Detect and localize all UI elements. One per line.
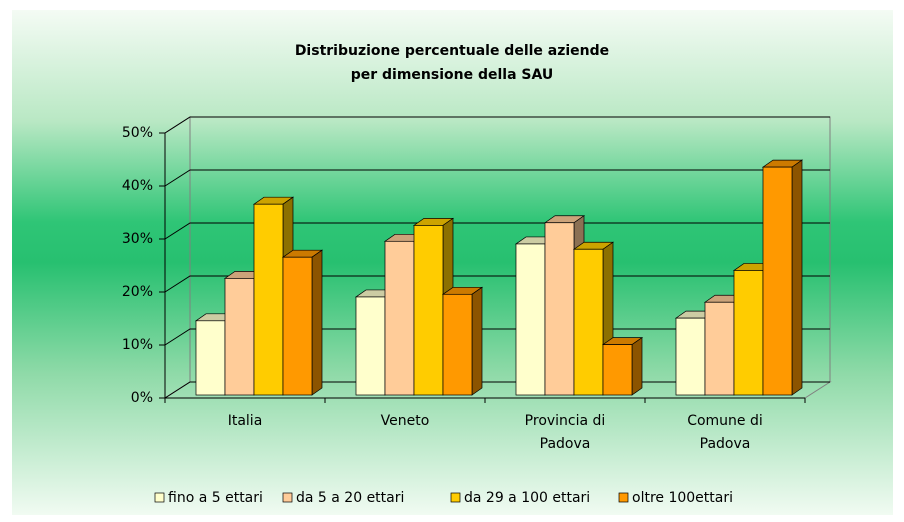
bar-front: [544, 222, 575, 396]
legend-label: da 5 a 20 ettari: [296, 490, 404, 506]
y-tick-label: 0%: [131, 390, 153, 406]
bar-front: [384, 240, 415, 396]
legend-swatch: [618, 492, 629, 503]
y-tick-label: 50%: [122, 125, 153, 141]
legend-swatch: [154, 492, 165, 503]
y-tick-label: 20%: [122, 284, 153, 300]
y-tick-label: 30%: [122, 231, 153, 247]
bar: [281, 249, 324, 396]
y-tick-label: 10%: [122, 337, 153, 353]
legend-label: oltre 100ettari: [632, 490, 733, 506]
chart-title: Distribuzione percentuale delle aziende: [295, 43, 609, 59]
bar-side: [791, 159, 803, 396]
bar-front: [515, 243, 546, 396]
bar-front: [224, 278, 255, 396]
bar-front: [762, 166, 793, 396]
legend-label: da 29 a 100 ettari: [464, 490, 590, 506]
left-wall: [164, 116, 191, 399]
x-tick-label: Italia: [227, 413, 263, 429]
bar-front: [355, 296, 386, 396]
bar-front: [282, 256, 313, 396]
chart-title: per dimensione della SAU: [351, 67, 554, 83]
x-tick-label: Comune di Padova: [687, 413, 763, 452]
legend-label: fino a 5 ettari: [168, 490, 263, 506]
bar-front: [704, 301, 735, 396]
x-tick-label: Veneto: [380, 413, 430, 429]
bar-front: [675, 317, 706, 396]
bar-side: [471, 286, 483, 396]
y-tick-label: 40%: [122, 178, 153, 194]
bar-front: [413, 225, 444, 396]
grid-line: [164, 222, 830, 240]
bar-side: [631, 336, 643, 396]
bar-front: [602, 344, 633, 396]
bar-front: [442, 293, 473, 396]
bar-front: [733, 270, 764, 396]
grid-line: [164, 328, 830, 346]
bar: [441, 286, 484, 396]
bar-side: [311, 249, 323, 396]
bar-front: [573, 248, 604, 396]
bar-front: [253, 203, 284, 396]
x-tick-label: Provincia di Padova: [524, 413, 606, 452]
grid-line: [164, 116, 830, 134]
grid-line: [164, 169, 830, 187]
legend-swatch: [282, 492, 293, 503]
bar-front: [195, 320, 226, 396]
legend-swatch: [450, 492, 461, 503]
bar: [761, 159, 804, 396]
bar: [601, 336, 644, 396]
grid-line: [164, 275, 830, 293]
